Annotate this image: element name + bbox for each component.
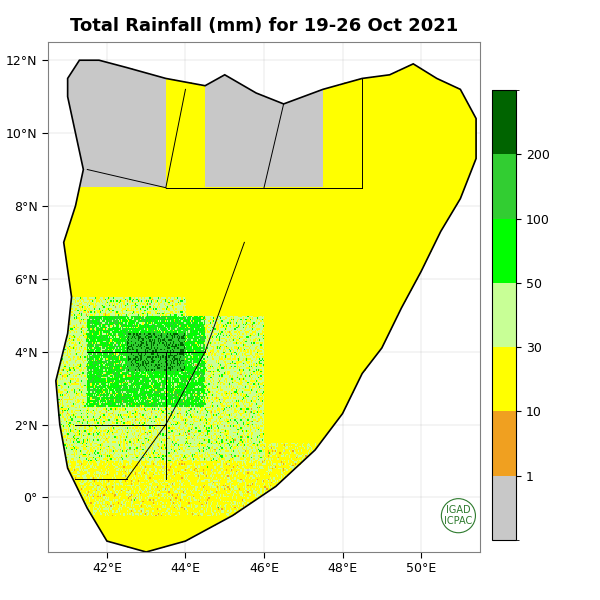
Title: Total Rainfall (mm) for 19-26 Oct 2021: Total Rainfall (mm) for 19-26 Oct 2021 [70,17,458,35]
Text: IGAD
ICPAC: IGAD ICPAC [444,505,473,527]
